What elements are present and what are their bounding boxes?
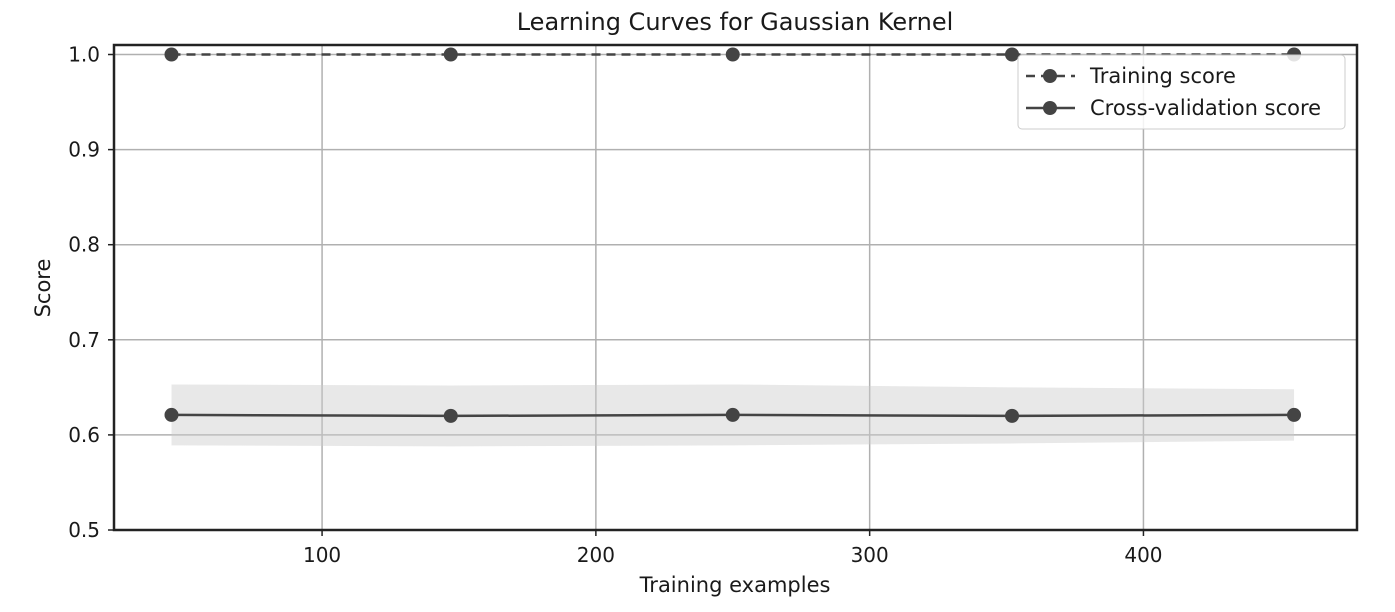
x-tick-label: 400 [1124, 543, 1162, 567]
y-tick-label: 0.5 [68, 518, 100, 542]
cv-score-point [1005, 408, 1020, 423]
training-score-point [443, 47, 458, 62]
legend-training-label: Training score [1089, 64, 1236, 88]
x-tick-label: 200 [577, 543, 615, 567]
cv-score-point [443, 408, 458, 423]
legend-box [1017, 54, 1346, 130]
y-axis-label: Score [31, 259, 55, 318]
tick-layer: 100 200 300 400 0.5 0.6 0.7 0.8 0.9 1.0 [68, 43, 1162, 567]
training-score-point [164, 47, 179, 62]
chart-title: Learning Curves for Gaussian Kernel [517, 8, 954, 36]
x-tick-label: 100 [303, 543, 341, 567]
y-tick-label: 1.0 [68, 43, 100, 67]
y-tick-label: 0.8 [68, 233, 100, 257]
training-score-point [1005, 47, 1020, 62]
cv-score-point [164, 407, 179, 422]
training-score-point [725, 47, 740, 62]
plot-frame [112, 43, 1359, 532]
cv-score-point [1287, 407, 1302, 422]
y-tick-label: 0.9 [68, 138, 100, 162]
legend-cv-label: Cross-validation score [1090, 96, 1321, 120]
x-tick-label: 300 [851, 543, 889, 567]
y-tick-label: 0.6 [68, 423, 100, 447]
legend: Training score Cross-validation score [1017, 54, 1346, 130]
y-tick-label: 0.7 [68, 328, 100, 352]
legend-training-marker [1043, 69, 1057, 83]
x-axis-label: Training examples [639, 573, 831, 597]
cv-score-point [725, 407, 740, 422]
legend-cv-marker [1043, 101, 1057, 115]
